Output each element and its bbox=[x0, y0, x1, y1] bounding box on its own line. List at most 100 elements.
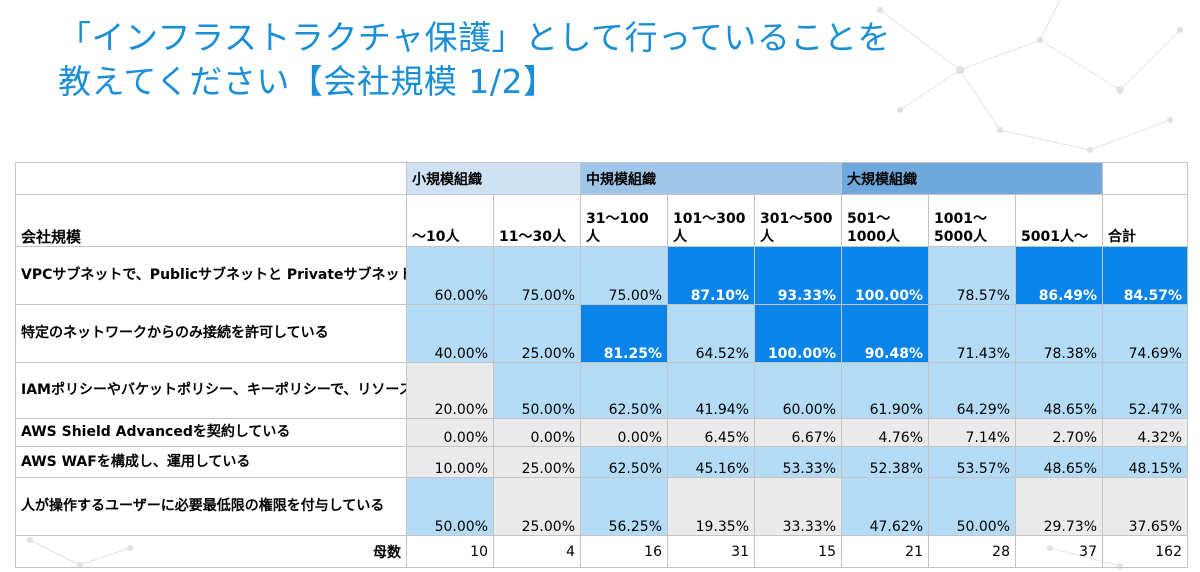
value-cell: 41.94% bbox=[667, 362, 755, 419]
value-cell: 53.33% bbox=[754, 446, 842, 478]
value-cell: 29.73% bbox=[1015, 477, 1103, 536]
column-header-cell: 31～100 人 bbox=[580, 194, 668, 247]
table-row: 特定のネットワークからのみ接続を許可している 40.00% 25.00% 81.25%… bbox=[15, 304, 1188, 363]
column-header-cell: 301～500 人 bbox=[754, 194, 842, 247]
base-count-cell: 4 bbox=[493, 535, 581, 568]
table-corner-cell bbox=[15, 162, 407, 195]
column-header-line: 合計 bbox=[1108, 229, 1136, 245]
row-label-cell: 特定のネットワークからのみ接続を許可している bbox=[15, 304, 407, 363]
value-cell: 93.33% bbox=[754, 246, 842, 305]
value-cell: 10.00% bbox=[406, 446, 494, 478]
value-cell: 40.00% bbox=[406, 304, 494, 363]
value-cell: 56.25% bbox=[580, 477, 668, 536]
table-column-header-row: 会社規模 ～10人 11～30人 31～100 人 101～300 人 301～500 人 501… bbox=[15, 194, 1188, 247]
value-cell: 52.38% bbox=[841, 446, 929, 478]
value-cell: 19.35% bbox=[667, 477, 755, 536]
value-cell: 64.29% bbox=[928, 362, 1016, 419]
base-count-cell: 31 bbox=[667, 535, 755, 568]
value-cell: 50.00% bbox=[928, 477, 1016, 536]
value-cell: 37.65% bbox=[1102, 477, 1188, 536]
value-cell: 100.00% bbox=[841, 246, 929, 305]
value-cell: 25.00% bbox=[493, 304, 581, 363]
value-cell: 53.57% bbox=[928, 446, 1016, 478]
table-row: AWS Shield Advancedを契約している 0.00% 0.00% 0.00… bbox=[15, 418, 1188, 447]
value-cell: 90.48% bbox=[841, 304, 929, 363]
value-cell: 2.70% bbox=[1015, 418, 1103, 447]
column-header-cell: 101～300 人 bbox=[667, 194, 755, 247]
value-cell: 50.00% bbox=[406, 477, 494, 536]
value-cell: 0.00% bbox=[493, 418, 581, 447]
value-cell: 0.00% bbox=[580, 418, 668, 447]
base-count-cell: 37 bbox=[1015, 535, 1103, 568]
group-header-cell: 中規模組織 bbox=[580, 162, 842, 195]
value-cell: 86.49% bbox=[1015, 246, 1103, 305]
base-count-cell: 162 bbox=[1102, 535, 1188, 568]
value-cell: 6.67% bbox=[754, 418, 842, 447]
value-cell: 74.69% bbox=[1102, 304, 1188, 363]
column-header-cell: 11～30人 bbox=[493, 194, 581, 247]
column-header-cell: 合計 bbox=[1102, 194, 1188, 247]
column-header-cell: 1001～ 5000人 bbox=[928, 194, 1016, 247]
row-label-cell: VPCサブネットで、Publicサブネットと Privateサブネットを使い分け… bbox=[15, 246, 407, 305]
value-cell: 4.32% bbox=[1102, 418, 1188, 447]
column-header-line: 人 bbox=[586, 229, 600, 245]
value-cell: 71.43% bbox=[928, 304, 1016, 363]
value-cell: 75.00% bbox=[493, 246, 581, 305]
table-group-header-row: 小規模組織 中規模組織 大規模組織 bbox=[15, 162, 1188, 195]
row-label-cell: AWS Shield Advancedを契約している bbox=[15, 418, 407, 447]
column-header-line: 5000人 bbox=[934, 229, 987, 245]
row-header-label: 会社規模 bbox=[15, 194, 407, 247]
value-cell: 33.33% bbox=[754, 477, 842, 536]
column-header-line: ～10人 bbox=[412, 229, 460, 245]
value-cell: 60.00% bbox=[406, 246, 494, 305]
value-cell: 62.50% bbox=[580, 446, 668, 478]
value-cell: 52.47% bbox=[1102, 362, 1188, 419]
value-cell: 4.76% bbox=[841, 418, 929, 447]
base-count-cell: 15 bbox=[754, 535, 842, 568]
base-count-cell: 21 bbox=[841, 535, 929, 568]
value-cell: 87.10% bbox=[667, 246, 755, 305]
value-cell: 62.50% bbox=[580, 362, 668, 419]
value-cell: 75.00% bbox=[580, 246, 668, 305]
value-cell: 20.00% bbox=[406, 362, 494, 419]
value-cell: 50.00% bbox=[493, 362, 581, 419]
value-cell: 0.00% bbox=[406, 418, 494, 447]
column-header-cell: 501～ 1000人 bbox=[841, 194, 929, 247]
column-header-cell: ～10人 bbox=[406, 194, 494, 247]
value-cell: 61.90% bbox=[841, 362, 929, 419]
table-base-row: 母数 10 4 16 31 15 21 28 37 162 bbox=[15, 535, 1188, 568]
table-row: VPCサブネットで、Publicサブネットと Privateサブネットを使い分け… bbox=[15, 246, 1188, 305]
value-cell: 78.38% bbox=[1015, 304, 1103, 363]
value-cell: 48.15% bbox=[1102, 446, 1188, 478]
column-header-line: 人 bbox=[760, 229, 774, 245]
column-header-line: 1001～ bbox=[934, 211, 987, 227]
group-header-cell: 小規模組織 bbox=[406, 162, 581, 195]
base-count-cell: 16 bbox=[580, 535, 668, 568]
column-header-line: 11～30人 bbox=[499, 229, 566, 245]
column-header-line: 101～300 bbox=[673, 211, 746, 227]
value-cell: 48.65% bbox=[1015, 446, 1103, 478]
base-label-cell: 母数 bbox=[15, 535, 407, 568]
value-cell: 6.45% bbox=[667, 418, 755, 447]
column-header-line: 301～500 bbox=[760, 211, 833, 227]
table-total-group-cell bbox=[1102, 162, 1188, 195]
value-cell: 7.14% bbox=[928, 418, 1016, 447]
table-row: IAMポリシーやバケットポリシー、キーポリシーで、リソースレベルでアクセス制御を… bbox=[15, 362, 1188, 419]
base-count-cell: 28 bbox=[928, 535, 1016, 568]
value-cell: 48.65% bbox=[1015, 362, 1103, 419]
value-cell: 84.57% bbox=[1102, 246, 1188, 305]
base-count-cell: 10 bbox=[406, 535, 494, 568]
column-header-line: 501～ bbox=[847, 211, 891, 227]
value-cell: 25.00% bbox=[493, 446, 581, 478]
row-label-cell: 人が操作するユーザーに必要最低限の権限を付与している bbox=[15, 477, 407, 536]
column-header-line: 5001人～ bbox=[1021, 229, 1088, 245]
column-header-line: 31～100 bbox=[586, 211, 649, 227]
column-header-line: 人 bbox=[673, 229, 687, 245]
page-title-line-1: 「インフラストラクチャ保護」として行っていることを bbox=[58, 18, 891, 57]
company-size-table: 小規模組織 中規模組織 大規模組織 会社規模 ～10人 11～30人 31～100 人 101～… bbox=[15, 162, 1188, 568]
page-title: 「インフラストラクチャ保護」として行っていることを 教えてください【会社規模 1… bbox=[58, 16, 891, 104]
table-row: 人が操作するユーザーに必要最低限の権限を付与している 50.00% 25.00% 56… bbox=[15, 477, 1188, 536]
value-cell: 78.57% bbox=[928, 246, 1016, 305]
value-cell: 64.52% bbox=[667, 304, 755, 363]
row-label-cell: IAMポリシーやバケットポリシー、キーポリシーで、リソースレベルでアクセス制御を… bbox=[15, 362, 407, 419]
